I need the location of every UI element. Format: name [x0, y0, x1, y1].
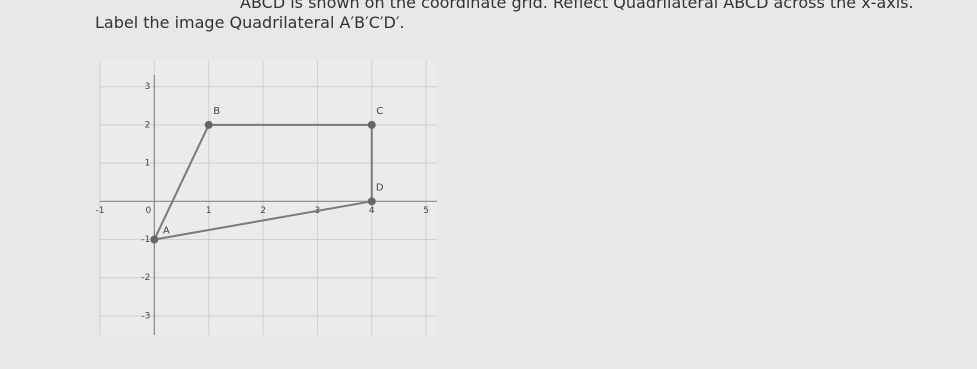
- x-tick-label: -1: [96, 206, 105, 216]
- y-tick-label: -1: [141, 235, 150, 245]
- x-tick-label: 0: [145, 206, 151, 216]
- y-tick-label: 1: [145, 159, 151, 169]
- x-tick-label: 5: [423, 206, 429, 216]
- vertex-label: C: [376, 106, 383, 117]
- y-tick-label: -3: [141, 311, 150, 321]
- y-tick-label: 2: [145, 120, 151, 130]
- vertex: [150, 235, 159, 244]
- grid-area: [100, 60, 437, 335]
- vertex: [367, 197, 376, 206]
- vertex: [367, 120, 376, 129]
- y-tick-label: -2: [141, 273, 150, 283]
- x-tick-label: 1: [206, 206, 212, 216]
- vertex-label: A: [163, 226, 170, 237]
- question-line1: ABCD is shown on the coordinate grid. Re…: [240, 0, 914, 12]
- vertex-label: B: [213, 106, 220, 117]
- question-line2: Label the image Quadrilateral A′B′C′D′.: [95, 13, 405, 32]
- x-tick-label: 2: [260, 206, 266, 216]
- vertex-label: D: [376, 182, 384, 193]
- vertex: [204, 120, 213, 129]
- x-tick-label: 4: [369, 206, 375, 216]
- y-tick-label: 3: [145, 82, 151, 92]
